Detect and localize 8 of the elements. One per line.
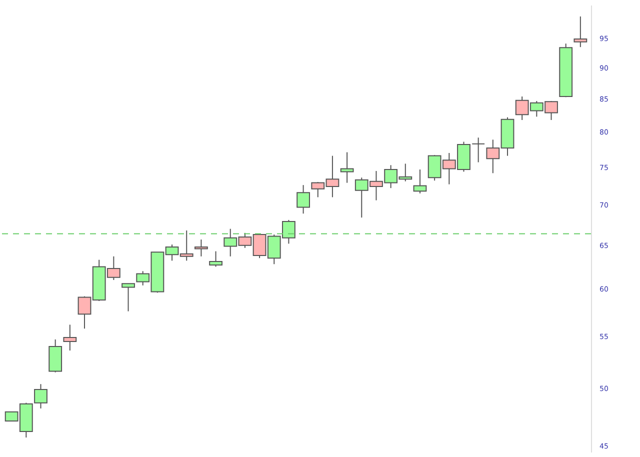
candlestick bbox=[574, 16, 588, 48]
candlestick bbox=[63, 324, 77, 352]
candlestick bbox=[296, 184, 310, 214]
candlestick bbox=[413, 169, 427, 194]
candlestick bbox=[122, 283, 135, 312]
candlestick bbox=[209, 250, 222, 268]
candlestick bbox=[34, 384, 48, 409]
candlestick bbox=[194, 239, 208, 257]
